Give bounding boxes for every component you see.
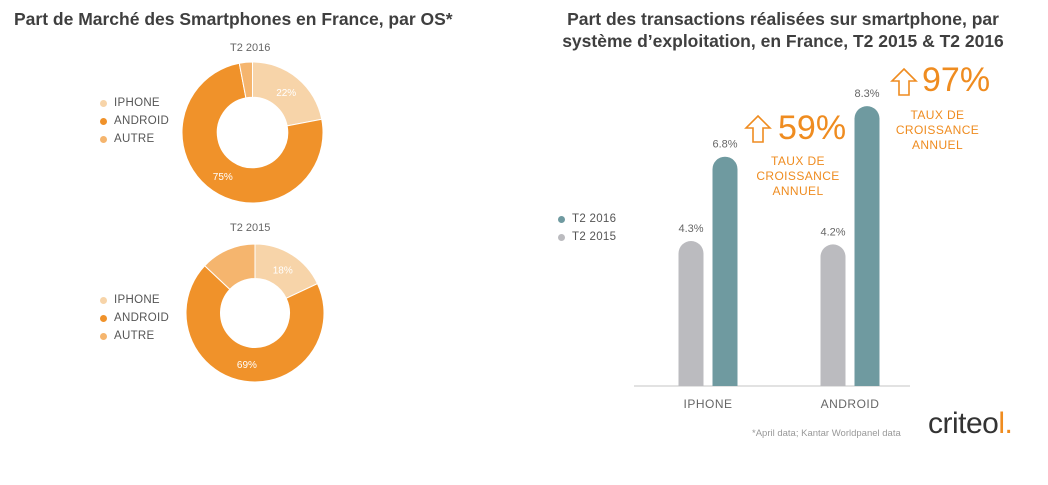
legend-item-autre: AUTRE <box>100 327 169 345</box>
legend-item-android: ANDROID <box>100 309 169 327</box>
right-title-line-2: système d’exploitation, en France, T2 20… <box>562 31 1004 51</box>
slice-value-label: 69% <box>237 360 257 371</box>
up-arrow-icon <box>890 67 918 96</box>
legend-swatch-iphone <box>100 99 107 107</box>
legend-label-android: ANDROID <box>114 312 170 324</box>
bar-value-label: 4.3% <box>678 223 703 235</box>
legend-swatch-autre <box>100 332 107 340</box>
legend-swatch-iphone <box>100 296 107 304</box>
legend-label-t2-2015: T2 2015 <box>572 231 617 243</box>
logo-word: criteo <box>928 407 999 440</box>
growth-caption-line: TAUX DE <box>771 154 825 168</box>
donut-2016-legend: IPHONE ANDROID AUTRE <box>100 94 169 148</box>
growth-caption-line: CROISSANCE <box>895 123 980 137</box>
x-tick-label: IPHONE <box>683 397 732 411</box>
up-arrow-icon <box>744 114 772 143</box>
left-chart-title: Part de Marché des Smartphones en France… <box>14 9 453 29</box>
legend-label-autre: AUTRE <box>114 133 155 145</box>
bar-t2-2016-iphone <box>712 156 738 386</box>
legend-swatch-android <box>100 117 107 125</box>
slice-autre <box>238 61 253 99</box>
growth-caption-line: ANNUEL <box>911 138 964 152</box>
donut-chart-2015: 18% 69% <box>185 243 325 383</box>
bar-legend: T2 2016 T2 2015 <box>558 210 616 246</box>
slice-value-label: 18% <box>273 265 293 276</box>
legend-swatch-t2-2015 <box>558 233 565 241</box>
legend-item-iphone: IPHONE <box>100 94 169 112</box>
bar-t2-2016-android <box>854 106 880 386</box>
legend-label-android: ANDROID <box>114 115 170 127</box>
legend-label-iphone: IPHONE <box>114 97 160 109</box>
growth-caption-line: CROISSANCE <box>756 169 840 183</box>
bar-value-label: 8.3% <box>854 88 879 100</box>
right-chart-title: Part des transactions réalisées sur smar… <box>548 8 1018 52</box>
growth-value-android: 97% <box>922 61 991 99</box>
legend-swatch-t2-2016 <box>558 215 565 223</box>
donut-chart-2016: 22% 75% <box>181 61 324 204</box>
bar-value-label: 4.2% <box>820 226 845 238</box>
legend-item-t2-2016: T2 2016 <box>558 210 616 228</box>
legend-item-android: ANDROID <box>100 112 169 130</box>
growth-caption-android: TAUX DE CROISSANCE ANNUEL <box>885 108 990 153</box>
legend-item-autre: AUTRE <box>100 130 169 148</box>
criteo-logo: criteol. <box>928 407 1013 441</box>
legend-item-iphone: IPHONE <box>100 291 169 309</box>
bar-value-label: 6.8% <box>712 139 737 151</box>
source-footnote: *April data; Kantar Worldpanel data <box>752 428 901 439</box>
legend-label-iphone: IPHONE <box>114 294 160 306</box>
legend-swatch-autre <box>100 135 107 143</box>
bar-chart: 4.3% 4.2% 6.8% 8.3% IPHONE ANDROID <box>634 88 910 411</box>
slice-value-label: 22% <box>276 88 296 99</box>
x-tick-label: ANDROID <box>821 397 880 411</box>
slice-autre <box>203 243 256 291</box>
slice-android <box>181 62 324 204</box>
bar-t2-2015-android <box>820 244 846 386</box>
logo-mark: l. <box>998 407 1013 440</box>
growth-caption-line: TAUX DE <box>910 108 965 122</box>
legend-label-t2-2016: T2 2016 <box>572 213 617 225</box>
legend-swatch-android <box>100 314 107 322</box>
growth-caption-iphone: TAUX DE CROISSANCE ANNUEL <box>748 154 848 199</box>
legend-label-autre: AUTRE <box>114 330 155 342</box>
right-title-line-1: Part des transactions réalisées sur smar… <box>567 9 999 29</box>
growth-value-iphone: 59% <box>778 109 847 147</box>
slice-value-label: 75% <box>213 172 233 183</box>
growth-caption-line: ANNUEL <box>772 184 824 198</box>
bar-t2-2015-iphone <box>678 240 704 386</box>
legend-item-t2-2015: T2 2015 <box>558 228 616 246</box>
donut-2015-title: T2 2015 <box>230 222 271 234</box>
donut-2016-title: T2 2016 <box>230 42 271 54</box>
donut-2015-legend: IPHONE ANDROID AUTRE <box>100 291 169 345</box>
slice-android <box>185 265 325 383</box>
